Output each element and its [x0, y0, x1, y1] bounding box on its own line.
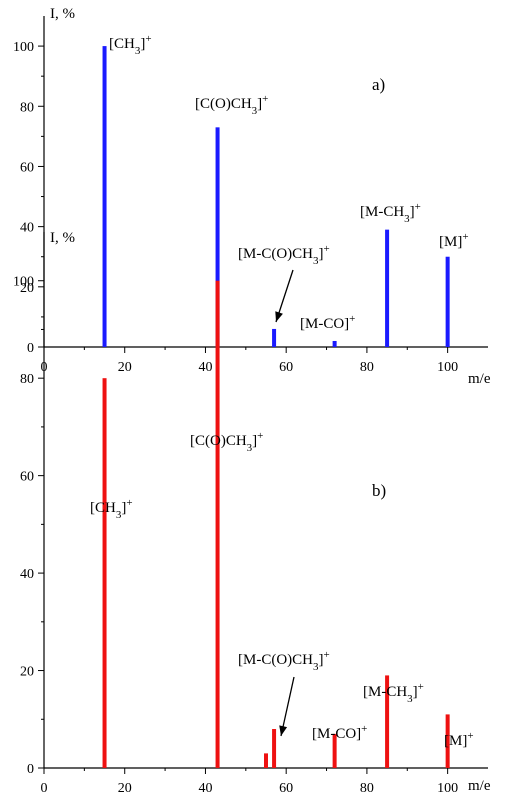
y-tick-label: 0 [27, 762, 34, 777]
peak-label: [CH3]+ [109, 33, 152, 57]
x-tick-label: 0 [41, 781, 48, 796]
peak-label: [M]+ [439, 231, 469, 250]
peak-label: [M-C(O)CH3]+ [238, 243, 330, 267]
y-tick-label: 20 [20, 665, 34, 680]
peak-bar [272, 729, 277, 768]
y-tick-label: 80 [20, 100, 34, 115]
peak-label: [M-CH3]+ [363, 681, 424, 705]
x-tick-label: 40 [198, 360, 212, 375]
x-tick-label: 80 [360, 781, 374, 796]
y-tick-label: 60 [20, 470, 34, 485]
y-tick-label: 0 [27, 341, 34, 356]
annotation-arrow-head [279, 725, 288, 736]
peak-label: [C(O)CH3]+ [195, 93, 268, 117]
peak-bar [102, 378, 107, 768]
peak-bar [332, 340, 337, 347]
peak-bar [445, 256, 450, 347]
x-tick-label: 100 [437, 781, 458, 796]
y-axis-label: I, % [50, 6, 75, 22]
y-tick-label: 40 [20, 567, 34, 582]
peak-label: [M-CO]+ [312, 723, 367, 742]
y-tick-label: 100 [13, 275, 34, 290]
x-tick-label: 20 [118, 781, 132, 796]
panel-label: b) [372, 481, 386, 500]
peak-label: [M-CH3]+ [360, 201, 421, 225]
x-axis-label: m/e [468, 778, 491, 794]
bars [102, 46, 450, 347]
peak-bar [332, 733, 337, 768]
annotation-arrow-line [280, 676, 295, 737]
peak-label: [CH3]+ [90, 497, 133, 521]
peak-label: [M-CO]+ [300, 313, 355, 332]
x-tick-label: 40 [198, 781, 212, 796]
peak-bar [385, 229, 390, 347]
y-axis-label: I, % [50, 230, 75, 246]
y-tick-label: 60 [20, 160, 34, 175]
peak-bar [385, 675, 390, 768]
annotation-arrow-head [275, 311, 283, 322]
x-axis-label: m/e [468, 371, 491, 387]
panel-label: a) [372, 75, 385, 94]
axes: 0 20 40 60 80 100 0 20 40 60 80 100 [13, 232, 488, 796]
peak-bar [272, 328, 277, 347]
y-tick-label: 20 [20, 281, 34, 296]
x-tick-label: 100 [437, 360, 458, 375]
peak-bar [215, 127, 220, 347]
y-tick-label: 80 [20, 372, 34, 387]
peak-label: [C(O)CH3]+ [190, 430, 263, 454]
peak-bar [264, 753, 268, 768]
peak-label: [M]+ [444, 730, 474, 749]
y-tick-label: 40 [20, 221, 34, 236]
peak-annotations: [CH3]+ [C(O)CH3]+ [M-C(O)CH3]+ [M-CO]+ [M-CH… [109, 33, 469, 332]
y-tick-label: 100 [13, 40, 34, 55]
x-tick-label: 20 [118, 360, 132, 375]
peak-annotations: [CH3]+ [C(O)CH3]+ [M-C(O)CH3]+ [M-CO]+ [M-CH… [90, 430, 474, 749]
x-tick-label: 60 [279, 360, 293, 375]
peak-bar [215, 280, 220, 768]
peak-label: [M-C(O)CH3]+ [238, 649, 330, 673]
peak-bar [102, 46, 107, 347]
bars [102, 280, 450, 768]
peak-bar [445, 714, 450, 768]
x-tick-label: 60 [279, 781, 293, 796]
x-tick-label: 80 [360, 360, 374, 375]
